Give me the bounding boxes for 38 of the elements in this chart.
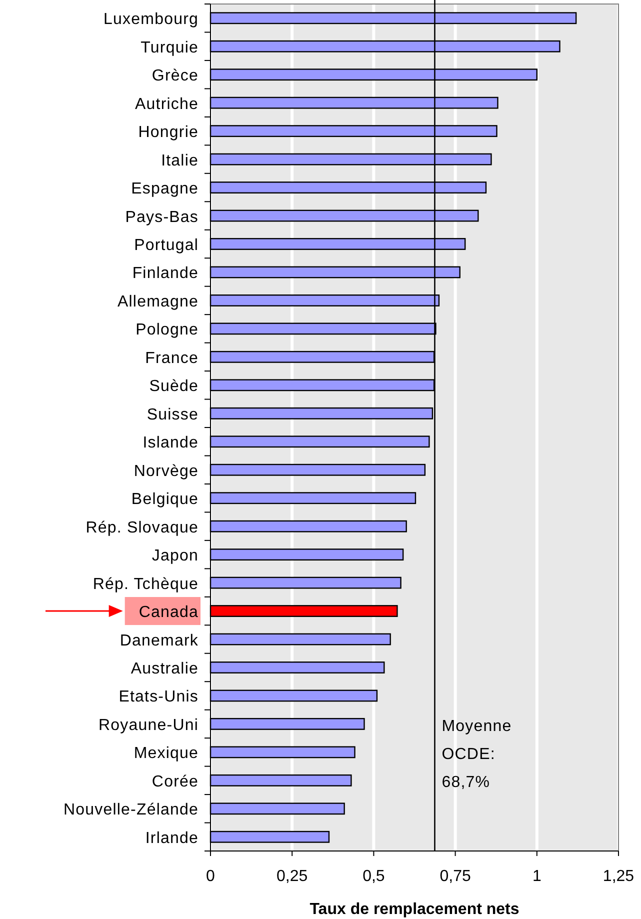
y-tick-label: Pologne <box>136 322 198 339</box>
y-tick-label: Portugal <box>134 236 198 254</box>
y-tick-label: France <box>145 350 198 367</box>
y-tick-label: Pays-Bas <box>125 208 198 226</box>
y-tick-label: Hongrie <box>138 124 198 142</box>
y-tick-label: Luxembourg <box>104 11 198 28</box>
y-tick-label: Islande <box>142 434 198 452</box>
y-tick-label: Canada <box>138 604 198 622</box>
y-tick-label: Allemagne <box>117 293 198 310</box>
y-tick-label: Danemark <box>120 632 199 650</box>
y-tick-label: Turquie <box>140 39 198 56</box>
y-tick-label: Irlande <box>145 830 198 847</box>
y-tick-label: Rép. Tchèque <box>92 576 198 593</box>
y-tick-label: Mexique <box>134 745 198 762</box>
y-tick-label: Autriche <box>135 96 198 113</box>
y-tick-label: Royaune-Uni <box>98 716 198 734</box>
x-tick-label: 1 <box>532 868 542 885</box>
y-tick-label: Corée <box>152 773 198 790</box>
x-tick-label: 0,5 <box>362 868 385 885</box>
y-tick-label: Nouvelle-Zélande <box>63 802 198 819</box>
y-tick-label: Norvège <box>134 462 198 480</box>
y-tick-label: Grèce <box>152 68 198 85</box>
y-tick-label: Suisse <box>146 406 198 424</box>
y-tick-label: Italie <box>161 152 198 170</box>
x-tick-label: 0 <box>206 868 216 885</box>
x-tick-label: 0,75 <box>440 868 471 885</box>
y-tick-label: Belgique <box>131 491 198 508</box>
x-tick-label: 1,25 <box>602 868 634 885</box>
y-tick-label: Finlande <box>132 265 198 282</box>
y-tick-label: Australie <box>130 660 198 678</box>
y-tick-label: Etats-Unis <box>118 688 198 706</box>
x-tick-label: 0,25 <box>276 868 308 885</box>
y-tick-label: Rép. Slovaque <box>86 519 198 536</box>
x-axis-title: Taux de remplacement nets <box>310 901 520 918</box>
y-tick-label: Suède <box>149 378 198 396</box>
y-tick-label: Japon <box>152 548 198 565</box>
ref-line-label: Moyenne OCDE: 68,7% <box>442 718 512 791</box>
y-tick-label: Espagne <box>131 180 198 198</box>
